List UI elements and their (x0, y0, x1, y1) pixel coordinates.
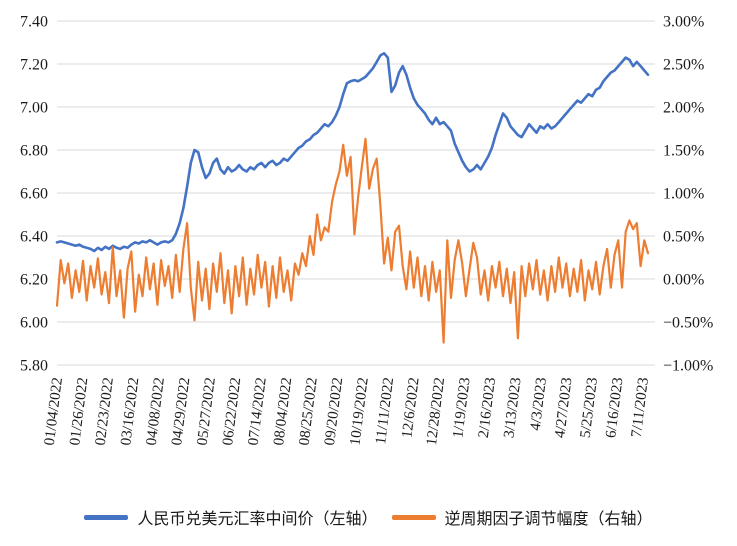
right-axis-tick: 0.00% (663, 272, 704, 289)
x-axis-label: 08/04/2022 (271, 377, 295, 447)
x-axis-label: 2/16/2023 (476, 377, 499, 439)
right-axis-tick: −1.00% (663, 358, 713, 375)
x-axis-label: 07/14/2022 (246, 377, 270, 447)
cny-usd-parity-legend-label: 人民币兑美元汇率中间价（左轴） (137, 511, 378, 528)
x-axis-label: 1/19/2023 (450, 377, 473, 439)
left-axis-tick: 6.60 (20, 186, 48, 203)
x-axis-label: 6/16/2023 (603, 377, 626, 439)
cny-usd-parity-legend-swatch (84, 514, 129, 520)
left-axis-tick: 7.40 (20, 14, 48, 31)
x-axis-label: 04/08/2022 (144, 377, 168, 447)
right-axis-tick: 0.50% (663, 229, 704, 246)
right-axis-tick: 3.00% (663, 14, 704, 31)
x-axis-label: 02/23/2022 (93, 377, 117, 447)
legend-item-cny-usd-parity: 人民币兑美元汇率中间价（左轴） (84, 505, 378, 529)
cny-usd-parity-line (55, 51, 650, 253)
left-axis-tick: 5.80 (20, 358, 48, 375)
left-axis-tick: 6.80 (20, 143, 48, 160)
x-axis-label: 01/26/2022 (67, 377, 91, 447)
x-axis-label: 03/16/2022 (118, 377, 142, 447)
right-axis-tick: 2.50% (663, 57, 704, 74)
ccf-adjustment-legend-swatch (391, 514, 436, 520)
right-axis-tick: −0.50% (663, 315, 713, 332)
ccf-adjustment-legend-label: 逆周期因子调节幅度（右轴） (444, 511, 653, 528)
right-axis-tick: 1.00% (663, 186, 704, 203)
chart-legend: 人民币兑美元汇率中间价（左轴） 逆周期因子调节幅度（右轴） (0, 505, 737, 529)
x-axis-label: 7/11/2023 (629, 377, 652, 439)
left-axis-tick: 6.20 (20, 272, 48, 289)
x-axis-label: 4/27/2023 (552, 377, 575, 439)
x-axis-label: 04/29/2022 (169, 377, 193, 447)
x-axis-label: 05/27/2022 (195, 377, 219, 447)
x-axis-label: 09/20/2022 (322, 377, 346, 447)
x-axis-label: 12/6/2022 (399, 377, 422, 439)
x-axis-label: 5/25/2023 (578, 377, 601, 439)
x-axis-label: 10/19/2022 (347, 377, 371, 447)
left-axis-tick: 6.00 (20, 315, 48, 332)
x-axis-label: 01/04/2022 (42, 377, 66, 447)
right-axis-tick: 1.50% (663, 143, 704, 160)
right-axis-tick: 2.00% (663, 100, 704, 117)
ccf-adjustment-line (55, 137, 650, 344)
left-axis-tick: 6.40 (20, 229, 48, 246)
left-axis-tick: 7.20 (20, 57, 48, 74)
left-axis-tick: 7.00 (20, 100, 48, 117)
x-axis-label: 12/28/2022 (424, 377, 448, 447)
plot-area: 7.40 3.00% 7.20 2.50% 7.00 2.00% 6.80 1.50% 6.60… (20, 14, 713, 447)
x-axis-label: 08/25/2022 (297, 377, 321, 447)
x-axis-label: 3/13/2023 (501, 377, 524, 439)
x-axis-label: 4/3/2023 (528, 377, 550, 432)
legend-item-ccf-adjustment: 逆周期因子调节幅度（右轴） (391, 505, 653, 529)
x-axis-label: 06/22/2022 (220, 377, 244, 447)
x-axis-label: 11/11/2022 (373, 377, 397, 446)
